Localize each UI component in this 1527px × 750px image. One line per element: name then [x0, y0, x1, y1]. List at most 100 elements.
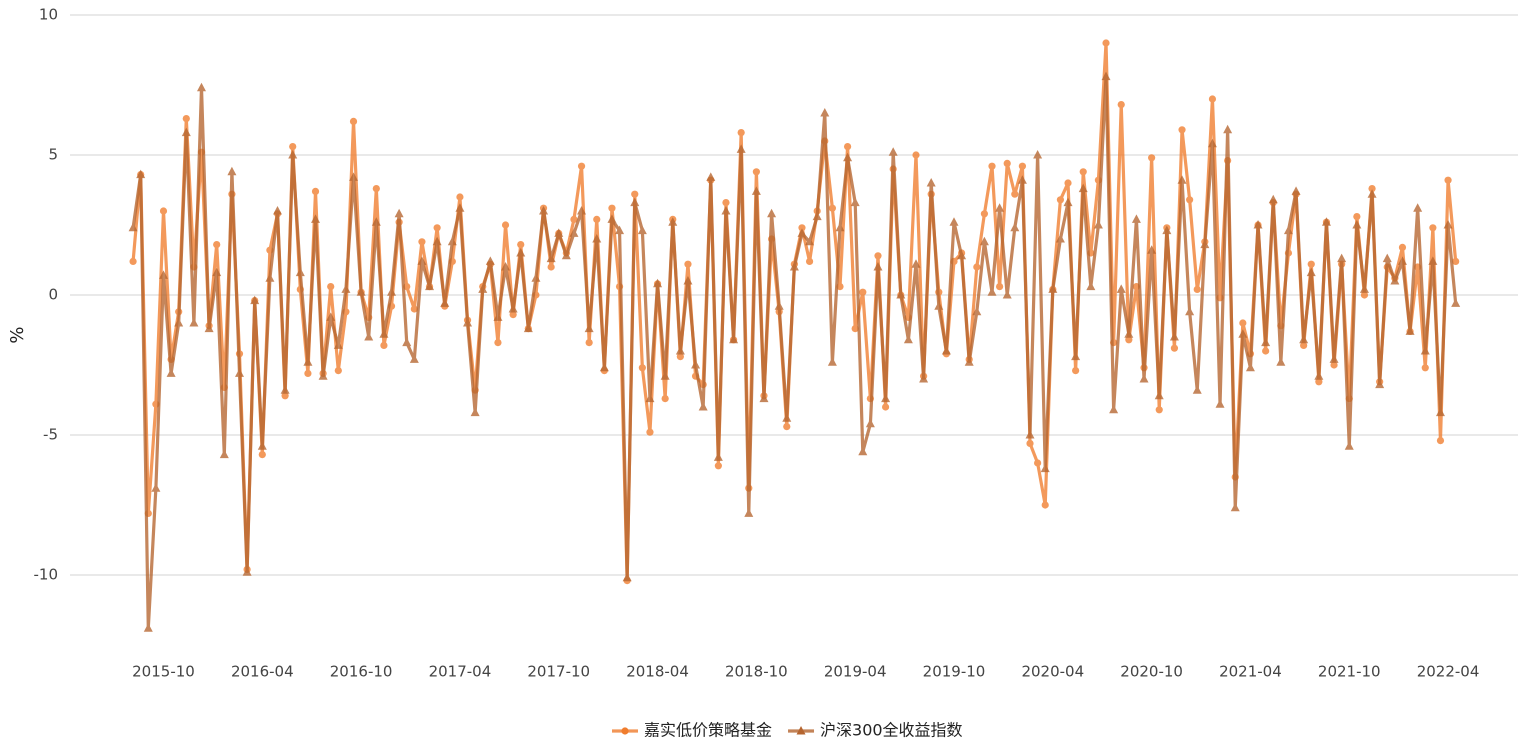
data-point — [151, 483, 161, 492]
data-point — [949, 217, 959, 226]
data-point — [1428, 256, 1438, 265]
series-line — [131, 75, 1458, 630]
data-point — [509, 311, 517, 319]
x-tick-label: 2017-04 — [429, 663, 492, 681]
x-tick-label: 2020-10 — [1120, 663, 1183, 681]
data-point — [722, 199, 730, 207]
data-point — [1435, 407, 1445, 417]
data-point — [1398, 243, 1407, 251]
data-point — [1262, 347, 1270, 355]
data-point — [196, 82, 206, 92]
data-point — [698, 402, 708, 411]
data-point — [546, 253, 556, 263]
x-tick-label: 2016-04 — [231, 663, 294, 681]
data-point — [547, 263, 555, 271]
data-point — [706, 172, 716, 181]
data-point — [1116, 284, 1126, 293]
data-point — [683, 276, 693, 285]
data-point — [1124, 329, 1134, 338]
data-point — [1329, 354, 1339, 363]
data-point — [1360, 291, 1369, 299]
x-tick-label: 2019-10 — [923, 663, 986, 681]
data-point — [1239, 319, 1247, 327]
data-point — [387, 287, 397, 296]
data-point — [1208, 95, 1217, 103]
data-point — [850, 197, 860, 207]
data-point — [759, 393, 769, 403]
data-point — [1056, 196, 1065, 204]
data-point — [926, 178, 936, 187]
data-point — [1261, 337, 1271, 347]
data-point — [1041, 501, 1049, 509]
data-point — [584, 323, 594, 333]
data-point — [433, 224, 441, 232]
y-tick-label: 10 — [39, 6, 58, 24]
data-point — [858, 446, 868, 456]
data-point — [1397, 256, 1407, 265]
data-point — [295, 267, 305, 277]
data-point — [418, 238, 426, 246]
y-tick-label: 0 — [48, 286, 58, 304]
data-point — [797, 228, 807, 237]
data-point — [1011, 190, 1019, 198]
data-point — [903, 334, 913, 344]
data-point — [494, 339, 502, 347]
data-point — [782, 413, 792, 422]
data-point — [1072, 367, 1080, 375]
data-point — [1352, 220, 1362, 229]
data-point — [158, 270, 168, 279]
data-point — [1147, 245, 1157, 254]
legend-label: 嘉实低价策略基金 — [644, 721, 772, 740]
data-point — [265, 273, 275, 282]
data-point — [1315, 378, 1323, 386]
data-point — [356, 287, 366, 296]
data-point — [1192, 385, 1202, 394]
data-point — [182, 115, 190, 123]
data-point — [569, 228, 579, 237]
data-point — [1451, 298, 1461, 307]
data-point — [303, 357, 313, 366]
data-point — [517, 241, 525, 249]
data-point — [1413, 203, 1423, 212]
data-point — [964, 357, 974, 366]
data-point — [539, 206, 549, 215]
data-point — [1048, 284, 1058, 293]
data-point — [1017, 175, 1027, 184]
data-point — [128, 222, 138, 232]
data-point — [273, 206, 283, 215]
data-point — [212, 267, 222, 277]
data-point — [1390, 276, 1400, 285]
data-point — [593, 215, 601, 223]
data-point — [456, 193, 464, 201]
data-point — [181, 127, 191, 137]
data-point — [988, 162, 996, 170]
y-tick-label: 5 — [48, 146, 58, 164]
legend: 嘉实低价策略基金 沪深300全收益指数 — [612, 721, 963, 740]
data-point — [1367, 189, 1377, 198]
data-point — [410, 305, 418, 313]
data-point — [851, 325, 859, 333]
data-point — [1010, 222, 1020, 232]
data-point — [1063, 197, 1073, 207]
data-point — [1093, 220, 1103, 229]
data-point — [607, 214, 617, 223]
data-point — [478, 284, 488, 293]
data-point — [919, 374, 929, 383]
data-point — [394, 208, 404, 218]
data-point — [1353, 213, 1361, 221]
data-point — [721, 206, 731, 215]
data-point — [1443, 220, 1453, 229]
data-point — [1436, 437, 1445, 445]
x-tick-label: 2017-10 — [527, 663, 590, 681]
data-point — [592, 234, 602, 243]
data-point — [1170, 344, 1179, 352]
data-point — [334, 367, 342, 375]
x-tick-label: 2021-04 — [1219, 663, 1282, 681]
data-point — [675, 346, 685, 355]
data-point — [1321, 217, 1331, 226]
data-point — [1148, 154, 1156, 162]
data-point — [463, 318, 473, 327]
data-point — [174, 318, 184, 327]
data-point — [767, 208, 777, 218]
